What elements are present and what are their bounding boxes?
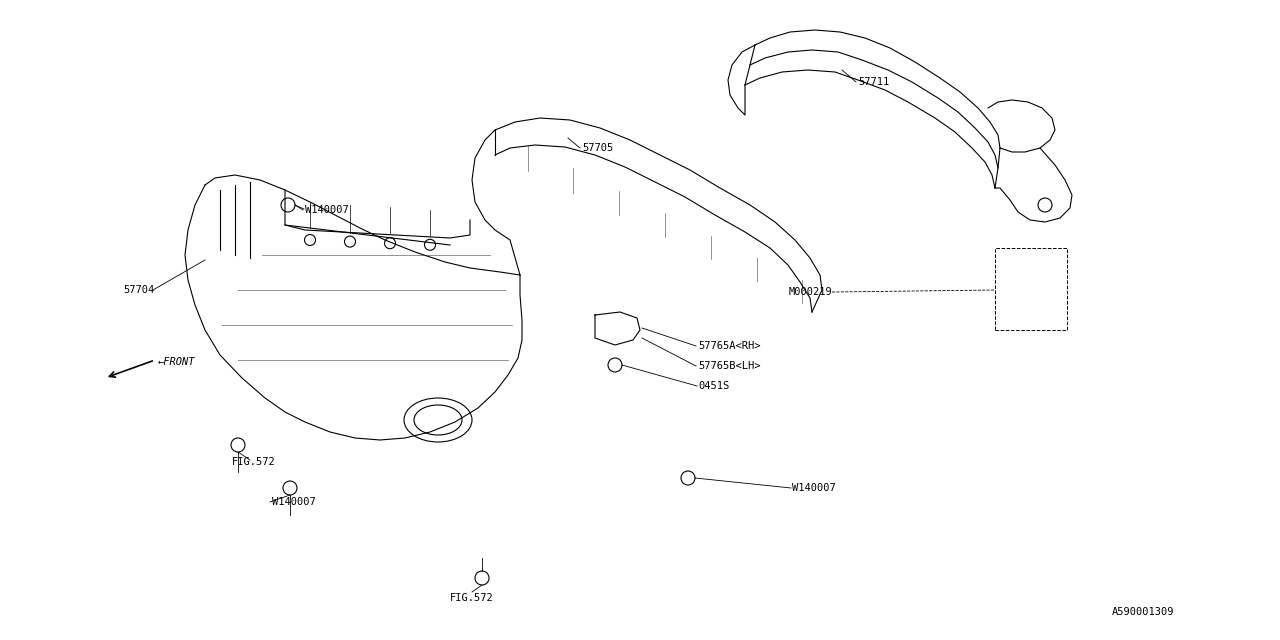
Text: A590001309: A590001309 (1112, 607, 1175, 617)
Text: 57765B<LH>: 57765B<LH> (698, 361, 760, 371)
Bar (995, 248, 1068, 330)
Text: 57765A<RH>: 57765A<RH> (698, 341, 760, 351)
Text: 57705: 57705 (582, 143, 613, 153)
Text: W140007: W140007 (792, 483, 836, 493)
Text: 0451S: 0451S (698, 381, 730, 391)
Text: M000219: M000219 (788, 287, 832, 297)
Text: ←FRONT: ←FRONT (157, 357, 196, 367)
Text: W140007: W140007 (273, 497, 316, 507)
Text: 57704: 57704 (124, 285, 155, 295)
Text: W140007: W140007 (305, 205, 348, 215)
Text: FIG.572: FIG.572 (232, 457, 275, 467)
Text: FIG.572: FIG.572 (451, 593, 494, 603)
Text: 57711: 57711 (858, 77, 890, 87)
